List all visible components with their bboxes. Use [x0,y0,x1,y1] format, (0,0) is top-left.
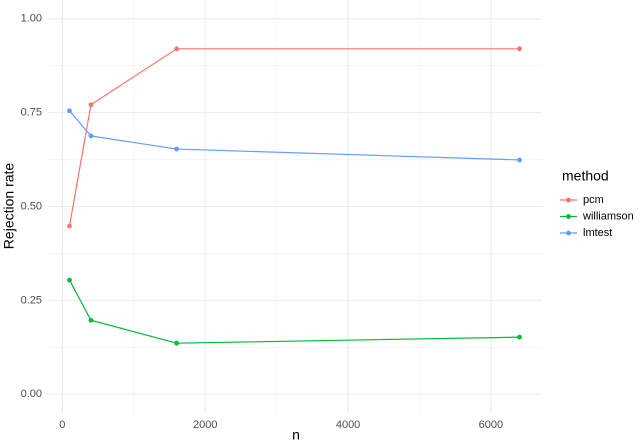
series-line [68,279,520,344]
series-line [69,110,520,161]
legend-label: lmtest [583,227,612,239]
x-tick-label: 6000 [479,419,503,431]
legend-label: williamson [582,210,634,222]
x-tick-label: 4000 [336,419,360,431]
data-point [174,340,180,346]
data-point [517,334,522,340]
data-point [88,317,94,323]
legend-title: method [562,168,609,184]
data-point [88,133,94,139]
y-axis-title: Rejection rate [1,163,17,250]
data-point [517,157,522,163]
legend-key-point [566,214,571,219]
x-axis-title: n [292,427,300,442]
data-point [517,46,522,52]
x-tick-label: 2000 [193,419,217,431]
y-tick-label: 0.25 [21,294,42,306]
series-line [68,48,520,227]
data-point [174,46,180,52]
data-point [174,146,180,152]
grid [47,0,542,413]
data-point [88,102,94,108]
data-point [67,277,72,283]
y-tick-label: 0.50 [21,200,42,212]
legend-key-point [566,230,571,236]
y-tick-label: 1.00 [21,13,42,25]
legend-label: pcm [583,194,604,206]
x-tick-label: 0 [59,419,65,431]
y-tick-label: 0.75 [21,107,42,119]
legend-key-point [566,197,571,203]
data-point [67,108,72,114]
y-tick-label: 0.00 [21,388,42,400]
data-point [67,223,72,229]
